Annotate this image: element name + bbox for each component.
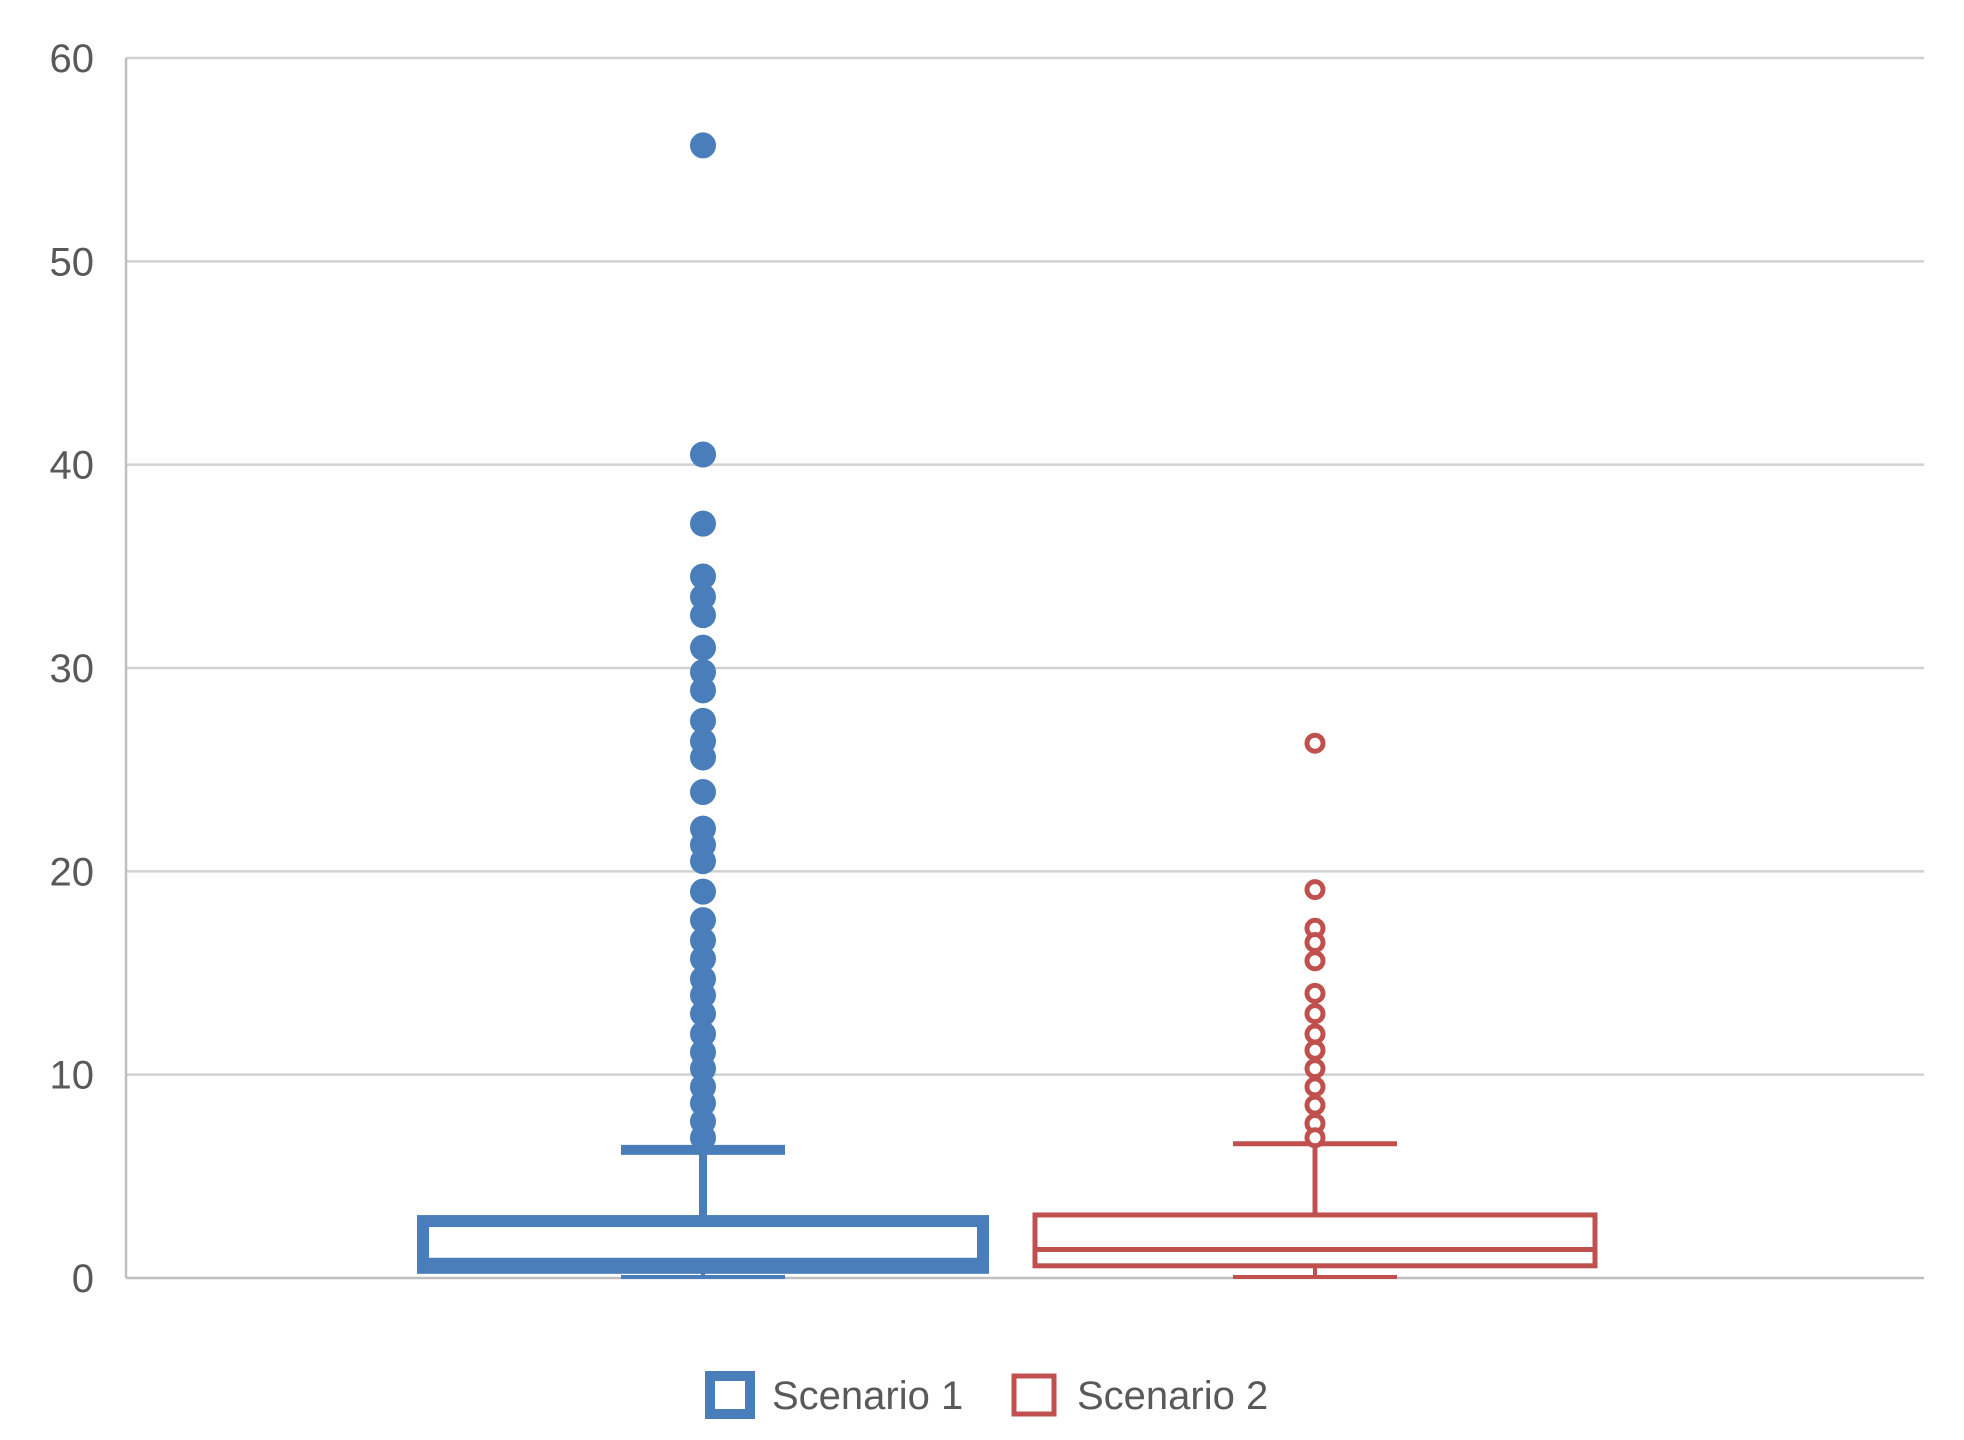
y-tick-label: 60 — [50, 37, 95, 81]
y-tick-label: 20 — [50, 850, 95, 894]
outlier-point — [1304, 732, 1326, 754]
y-tick-label: 50 — [50, 240, 95, 284]
legend-item-1: Scenario 1 — [705, 1371, 963, 1419]
legend-swatch — [1011, 1373, 1057, 1417]
legend-swatch — [705, 1371, 755, 1419]
outlier-point — [1304, 1094, 1326, 1116]
series-2-box — [1032, 732, 1598, 1279]
outlier-point — [1304, 1003, 1326, 1025]
outlier-point — [1304, 982, 1326, 1004]
outlier-point — [1304, 1127, 1326, 1149]
gridlines — [126, 56, 1924, 1076]
outlier-point — [690, 677, 716, 704]
outlier-point — [690, 878, 716, 905]
y-tick-label: 40 — [50, 444, 95, 488]
outlier-point — [690, 1124, 716, 1151]
outlier-point — [690, 441, 716, 468]
outlier-point — [1304, 1058, 1326, 1080]
legend-label: Scenario 1 — [772, 1374, 963, 1418]
outlier-point — [690, 132, 716, 159]
outlier-point — [690, 602, 716, 629]
legend-item-2: Scenario 2 — [1011, 1373, 1268, 1418]
outlier-point — [690, 744, 716, 771]
series-marks — [417, 132, 1598, 1279]
outlier-point — [690, 848, 716, 875]
outlier-point — [690, 779, 716, 806]
outlier-point — [1304, 1039, 1326, 1061]
outlier-point — [690, 510, 716, 537]
y-tick-label: 30 — [50, 647, 95, 691]
axes — [124, 58, 1924, 1280]
y-tick-label: 0 — [72, 1257, 94, 1301]
y-tick-labels: 0 10 20 30 40 50 60 — [50, 37, 95, 1301]
outlier-point — [1304, 1076, 1326, 1098]
outlier-point — [690, 634, 716, 661]
legend-label: Scenario 2 — [1077, 1374, 1268, 1418]
outlier-point — [1304, 1023, 1326, 1045]
outlier-point — [1304, 932, 1326, 953]
outlier-point — [1304, 950, 1326, 972]
outlier-point — [1304, 879, 1326, 901]
legend: Scenario 1 Scenario 2 — [705, 1371, 1268, 1419]
series-1-box — [417, 132, 989, 1279]
iqr-box — [1032, 1212, 1598, 1269]
y-tick-label: 10 — [50, 1054, 95, 1098]
